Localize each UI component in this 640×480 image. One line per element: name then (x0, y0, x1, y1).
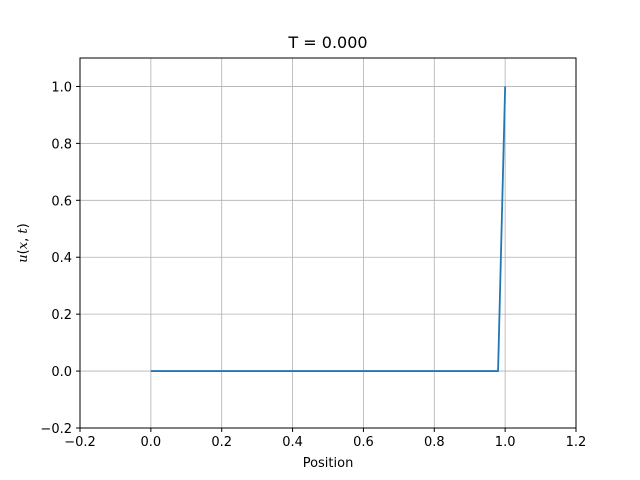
x-tick-label: 0.8 (424, 435, 445, 450)
y-tick-label: 0.8 (51, 137, 72, 152)
x-tick-label: 1.2 (566, 435, 587, 450)
x-tick-label: 0.2 (211, 435, 232, 450)
y-tick-label: 0.4 (51, 251, 72, 266)
x-tick-label: 0.6 (353, 435, 374, 450)
y-tick-label: −0.2 (40, 422, 72, 437)
y-tick-label: 0.0 (51, 365, 72, 380)
x-tick-label: 0.4 (282, 435, 303, 450)
x-tick-label: 0.0 (141, 435, 162, 450)
plot-frame (79, 57, 577, 429)
y-axis-label: u(x, t) (16, 223, 31, 262)
x-axis-label: Position (303, 456, 354, 471)
y-tick-label: 0.6 (51, 194, 72, 209)
y-axis-ticks: −0.2 0.0 0.2 0.4 0.6 0.8 1.0 (40, 80, 80, 437)
y-tick-label: 0.2 (51, 308, 72, 323)
x-tick-label: 1.0 (495, 435, 516, 450)
plot-background (80, 58, 576, 428)
series-layer (150, 86, 507, 372)
y-tick-label: 1.0 (51, 80, 72, 95)
series-line (150, 86, 507, 372)
x-axis-ticks: −0.2 0.0 0.2 0.4 0.6 0.8 1.0 1.2 (64, 428, 586, 450)
chart-title: T = 0.000 (287, 33, 367, 52)
x-tick-label: −0.2 (64, 435, 96, 450)
